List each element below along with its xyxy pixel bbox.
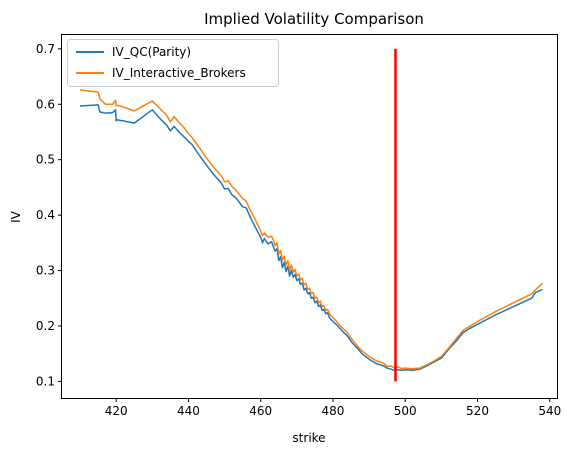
y-tick-label: 0.5	[36, 153, 55, 167]
x-axis-label: strike	[292, 431, 325, 445]
y-tick-label: 0.6	[36, 97, 55, 111]
x-tick-label: 440	[177, 404, 200, 418]
y-axis-label: IV	[9, 210, 23, 223]
chart-title: Implied Volatility Comparison	[204, 10, 424, 28]
y-tick-label: 0.3	[36, 264, 55, 278]
legend-frame	[67, 39, 279, 87]
plot-frame	[61, 34, 558, 399]
x-tick-label: 420	[105, 404, 128, 418]
y-tick-label: 0.1	[36, 374, 55, 388]
x-tick-label: 520	[466, 404, 489, 418]
x-tick-label: 460	[249, 404, 272, 418]
y-tick-label: 0.7	[36, 42, 55, 56]
y-tick-label: 0.2	[36, 319, 55, 333]
series-line-iv-interactive-brokers	[79, 89, 544, 370]
x-tick-label: 500	[394, 404, 417, 418]
x-tick-label: 480	[322, 404, 345, 418]
x-axis: 420 440 460 480 500 520 540	[105, 398, 561, 418]
series-line-iv-qc-parity	[80, 104, 543, 372]
y-axis: 0.1 0.2 0.3 0.4 0.5 0.6 0.7	[36, 42, 62, 388]
y-tick-label: 0.4	[36, 208, 55, 222]
legend-label-iv-interactive-brokers: IV_Interactive_Brokers	[112, 66, 246, 80]
legend-label-iv-qc-parity: IV_QC(Parity)	[112, 45, 191, 59]
plot-area	[79, 48, 544, 382]
legend: IV_QC(Parity) IV_Interactive_Brokers	[67, 39, 279, 87]
x-tick-label: 540	[538, 404, 561, 418]
